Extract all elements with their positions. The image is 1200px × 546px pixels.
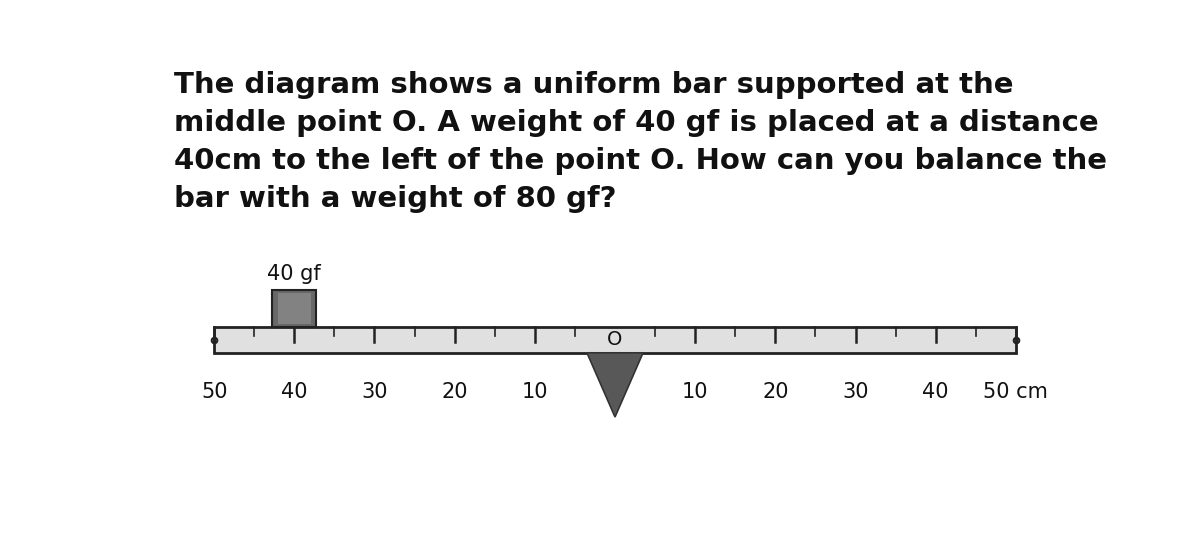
Text: 20: 20	[762, 382, 788, 402]
Text: 30: 30	[361, 382, 388, 402]
Text: The diagram shows a uniform bar supported at the
middle point O. A weight of 40 : The diagram shows a uniform bar supporte…	[174, 72, 1108, 213]
Text: 20: 20	[442, 382, 468, 402]
Polygon shape	[587, 353, 643, 417]
Text: 50: 50	[200, 382, 227, 402]
Text: 10: 10	[522, 382, 548, 402]
Bar	[214, 327, 1016, 353]
Text: 40: 40	[923, 382, 949, 402]
Text: 10: 10	[682, 382, 708, 402]
Bar	[278, 293, 311, 324]
Text: O: O	[607, 330, 623, 349]
Text: 40: 40	[281, 382, 307, 402]
Bar	[272, 290, 317, 327]
Text: 40 gf: 40 gf	[268, 264, 322, 284]
Text: 50 cm: 50 cm	[984, 382, 1049, 402]
Text: 30: 30	[842, 382, 869, 402]
